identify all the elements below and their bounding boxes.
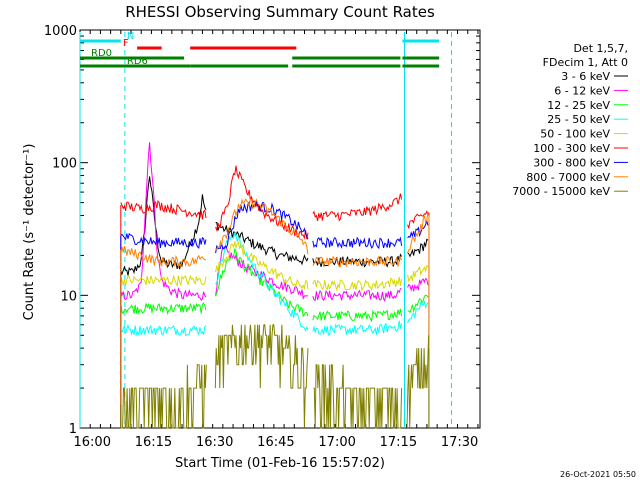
x-tick-label: 17:00 [318, 435, 355, 450]
timestamp: 26-Oct-2021 05:50 [560, 470, 636, 479]
legend-item-label: 7000 - 15000 keV [512, 185, 610, 198]
x-axis-label: Start Time (01-Feb-16 15:57:02) [175, 456, 385, 471]
x-tick-label: 16:30 [196, 435, 233, 450]
legend-header: Det 1,5,7, [573, 42, 628, 55]
flag-bar-label: RD0 [91, 48, 112, 59]
legend-item-label: 800 - 7000 keV [526, 171, 610, 184]
legend-item-label: 300 - 800 keV [533, 156, 610, 169]
series-line [120, 200, 429, 254]
y-tick-label: 10 [60, 289, 77, 304]
x-tick-label: 16:00 [74, 435, 111, 450]
legend-item-label: 100 - 300 keV [533, 142, 610, 155]
y-tick-label: 1 [69, 422, 77, 437]
y-axis-label: Count Rate (s⁻¹ detector⁻¹) [22, 144, 37, 321]
legend-item-label: 25 - 50 keV [547, 113, 610, 126]
x-tick-label: 16:15 [135, 435, 172, 450]
y-tick-label: 100 [52, 157, 77, 172]
y-tick-label: 1000 [44, 24, 77, 39]
legend-header: FDecim 1, Att 0 [543, 56, 628, 69]
legend-item-label: 50 - 100 keV [540, 128, 610, 141]
flag-bar-label: RD6 [127, 56, 148, 67]
series-line [120, 232, 429, 337]
legend-item-label: 3 - 6 keV [561, 70, 610, 83]
series-line [120, 248, 429, 323]
x-tick-label: 17:15 [380, 435, 417, 450]
series-line [120, 324, 430, 429]
series-line [120, 142, 429, 303]
legend-item-label: 12 - 25 keV [547, 99, 610, 112]
flag-bar-label: N [127, 31, 134, 42]
x-tick-label: 16:45 [257, 435, 294, 450]
series-line [120, 198, 429, 269]
chart-title: RHESSI Observing Summary Count Rates [125, 3, 435, 21]
legend-item-label: 6 - 12 keV [554, 84, 610, 97]
plot-area: 1 10 100 1000 16:00 16:15 16:30 16:45 17:00 17:15… [44, 24, 481, 450]
series-line [120, 165, 429, 240]
x-tick-label: 17:30 [441, 435, 478, 450]
flag-bar-label: F [123, 38, 129, 49]
series-line [120, 240, 429, 292]
